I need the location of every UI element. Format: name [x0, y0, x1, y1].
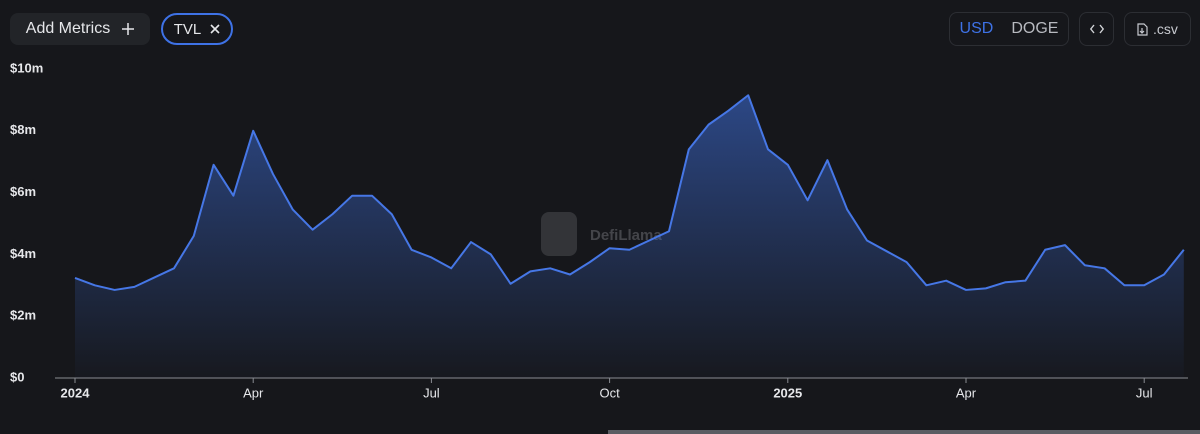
- csv-label: .csv: [1153, 21, 1178, 37]
- x-tick-label: Apr: [956, 385, 977, 400]
- y-tick-label: $4m: [10, 246, 36, 261]
- metric-chip-label: TVL: [173, 20, 202, 38]
- embed-button[interactable]: [1079, 12, 1114, 46]
- y-tick-label: $6m: [10, 184, 36, 199]
- x-tick-label: 2024: [61, 385, 91, 400]
- x-tick-label: Apr: [243, 385, 264, 400]
- currency-option[interactable]: DOGE: [1011, 20, 1059, 37]
- watermark-text: DefiLlama: [590, 227, 662, 244]
- csv-button[interactable]: .csv: [1124, 12, 1191, 46]
- plus-icon: [122, 23, 135, 35]
- watermark: DefiLlama: [541, 212, 662, 256]
- y-tick-label: $2m: [10, 308, 36, 323]
- watermark-logo: [541, 212, 577, 256]
- y-tick-label: $0: [10, 369, 24, 384]
- y-tick-label: $10m: [10, 60, 43, 75]
- scrollbar: [608, 430, 1200, 434]
- currency-toggle: USD DOGE: [949, 12, 1069, 46]
- currency-option[interactable]: USD: [959, 20, 994, 37]
- add-metrics-label: Add Metrics: [25, 20, 111, 37]
- series-line: [74, 94, 1185, 291]
- add-metrics-button[interactable]: Add Metrics: [10, 13, 150, 45]
- area-fill: [75, 95, 1184, 378]
- x-tick-label: 2025: [773, 385, 802, 400]
- x-tick-label: Jul: [423, 385, 440, 400]
- close-icon[interactable]: [210, 24, 220, 34]
- x-tick-label: Jul: [1136, 385, 1153, 400]
- y-tick-label: $8m: [10, 122, 36, 137]
- metric-chip[interactable]: TVL: [161, 13, 233, 45]
- code-icon: [1089, 24, 1104, 34]
- x-tick-label: Oct: [599, 385, 620, 400]
- file-icon: [1137, 22, 1148, 36]
